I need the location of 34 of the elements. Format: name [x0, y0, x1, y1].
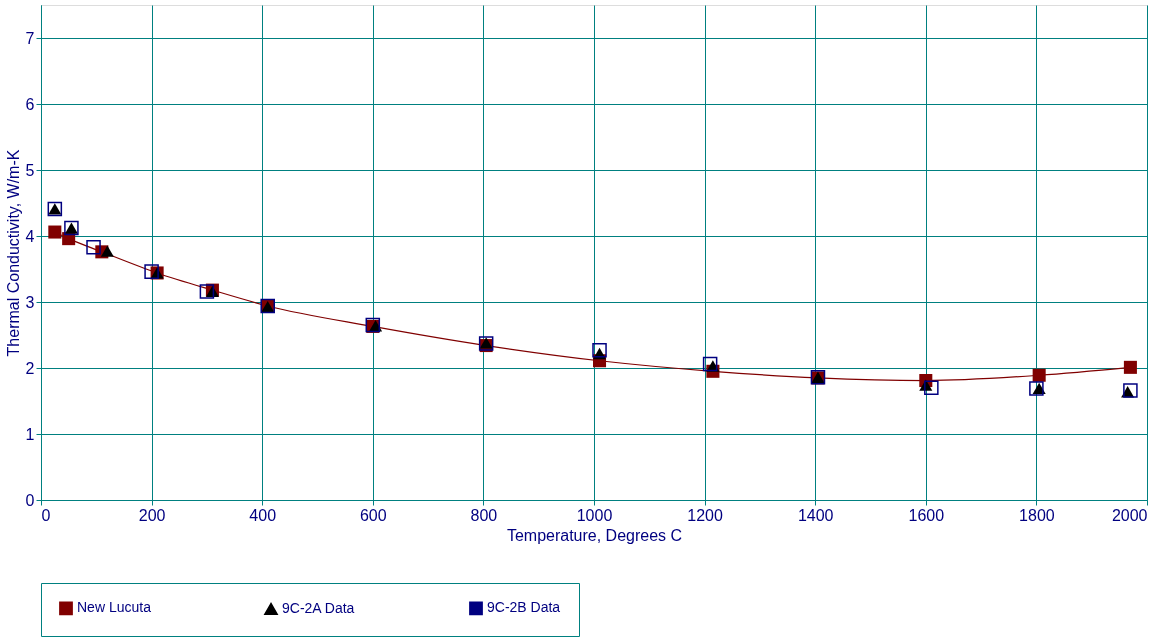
point [86, 239, 101, 255]
x-tick-label: 400 [249, 506, 277, 524]
x-tick-label: 0 [41, 506, 51, 524]
point [592, 342, 607, 358]
point [1032, 368, 1046, 382]
legend-label: 9C-2B Data [487, 599, 561, 616]
y-tick-label: 0 [25, 491, 35, 509]
point [48, 225, 62, 239]
y-tick-label: 6 [25, 95, 35, 113]
y-axis-title: Thermal Conductivity, W/m-K [4, 149, 22, 357]
x-tick-label: 800 [470, 506, 498, 524]
point [100, 245, 114, 257]
y-tick-label: 5 [25, 161, 35, 179]
point [924, 380, 939, 396]
point [199, 284, 215, 299]
y-tick-label: 3 [25, 293, 35, 311]
legend-label: 9C-2A Data [282, 599, 355, 616]
y-tick-label: 1 [25, 425, 35, 443]
y-tick-label: 7 [25, 29, 35, 47]
legend-label: New Lucuta [77, 599, 152, 616]
x-tick-label: 1000 [576, 506, 613, 524]
point [1123, 360, 1137, 374]
point [702, 356, 718, 372]
x-tick-label: 1800 [1019, 506, 1055, 524]
x-tick-label: 1600 [908, 506, 945, 524]
x-axis-title: Temperature, Degrees C [506, 526, 683, 544]
y-tick-label: 2 [25, 359, 35, 377]
x-tick-label: 600 [359, 506, 387, 524]
point [144, 264, 159, 279]
x-tick-label: 200 [138, 506, 166, 524]
x-tick-label: 2000 [1111, 506, 1148, 524]
x-tick-label: 1400 [797, 506, 834, 524]
y-tick-label: 4 [25, 227, 35, 245]
x-tick-label: 1200 [687, 506, 723, 524]
